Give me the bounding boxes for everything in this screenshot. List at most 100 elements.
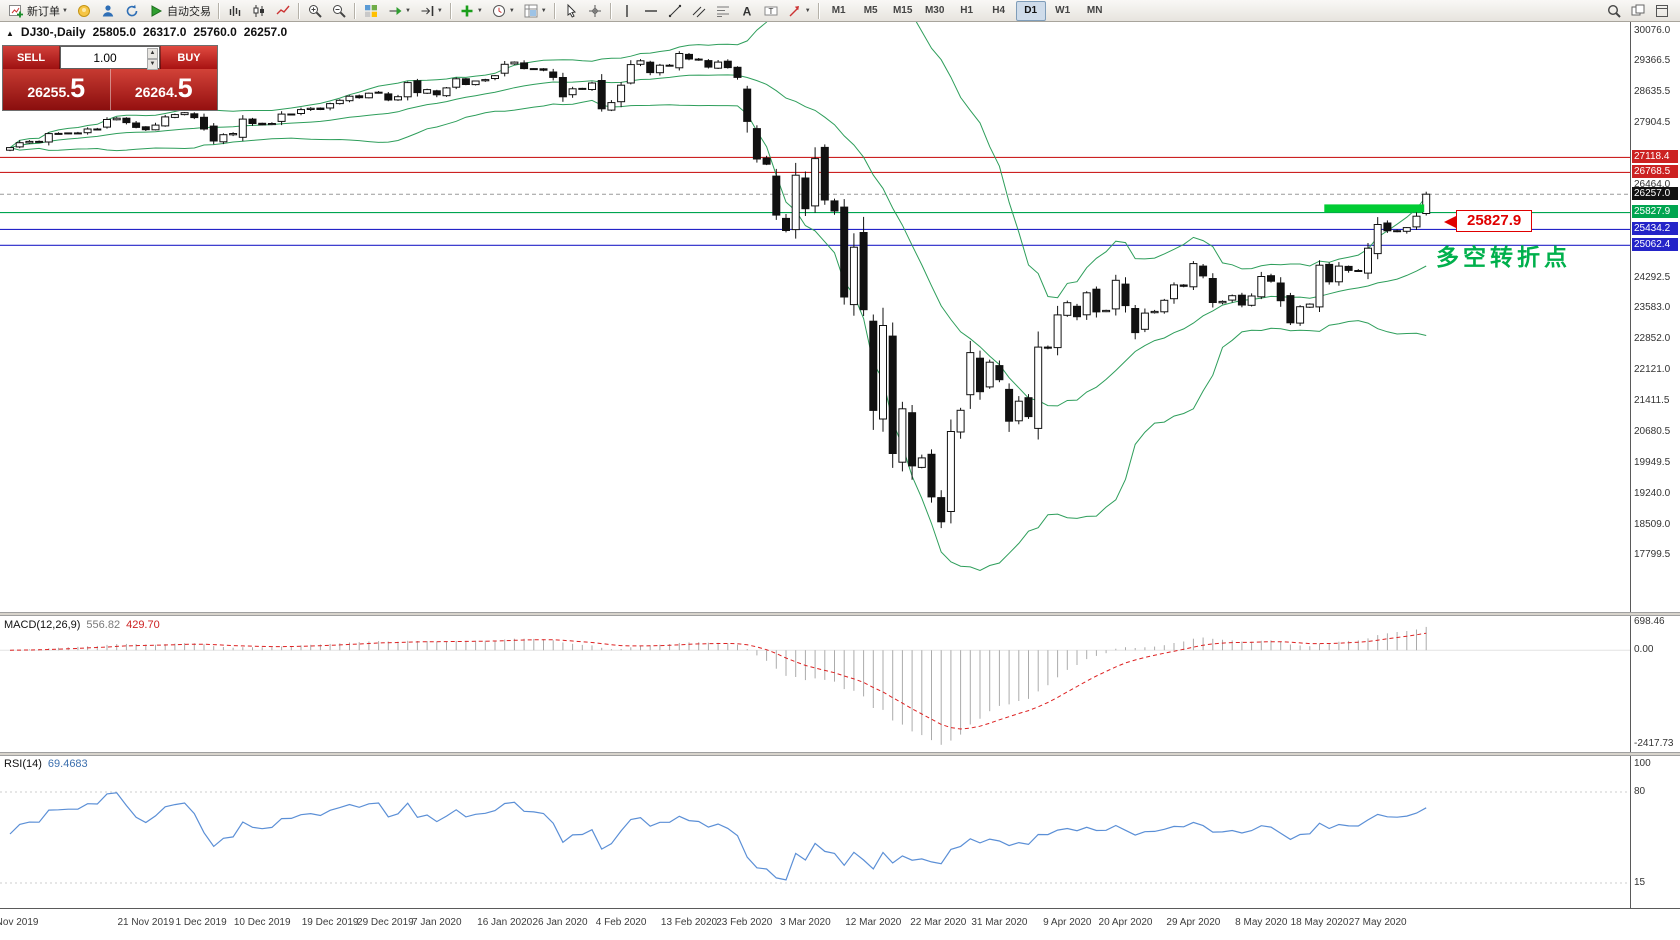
sell-price[interactable]: 26255. 5 <box>3 69 111 110</box>
rsi-panel-splitter[interactable] <box>0 752 1680 756</box>
accounts-icon <box>100 3 116 19</box>
buy-button[interactable]: BUY <box>160 46 217 69</box>
tile-windows-icon <box>363 3 379 19</box>
timeframe-m1-button[interactable]: M1 <box>831 4 846 16</box>
turning-point-text[interactable]: 多空转折点 <box>1436 244 1571 270</box>
timeframe-m15-button[interactable]: M15 <box>892 4 913 16</box>
trendline-button[interactable] <box>663 0 687 22</box>
auto-scroll-caret-icon: ▼ <box>404 7 411 14</box>
ohlc-low: 25760.0 <box>193 25 237 39</box>
callout-arrow-icon <box>1444 216 1456 228</box>
alerts-button[interactable] <box>72 0 96 22</box>
timeframe-m5-button[interactable]: M5 <box>863 4 878 16</box>
vertical-line-button[interactable] <box>615 0 639 22</box>
rsi-axis-label: 80 <box>1634 785 1646 797</box>
time-axis-label: 31 Mar 2020 <box>971 917 1028 928</box>
toolbar-separator <box>353 2 356 19</box>
auto-trading-button[interactable]: 自动交易 <box>144 0 215 22</box>
bar-chart-button[interactable] <box>223 0 247 22</box>
vertical-line-icon <box>619 3 635 19</box>
templates-button[interactable]: ▼ <box>519 0 551 22</box>
price-axis[interactable]: 30076.029366.528635.527904.527173.526464… <box>1630 22 1680 908</box>
volume-input[interactable] <box>61 49 159 66</box>
accounts-button[interactable] <box>96 0 120 22</box>
macd-axis-label: 0.00 <box>1634 643 1654 655</box>
price-level-label-blue: 25434.2 <box>1632 221 1678 235</box>
text-label-button[interactable]: T <box>759 0 783 22</box>
rsi-name: RSI(14) <box>4 758 42 770</box>
toolbar-separator <box>217 2 220 19</box>
ohlc-high: 26317.0 <box>143 25 187 39</box>
tile-windows-button[interactable] <box>359 0 383 22</box>
time-axis-label: 29 Dec 2019 <box>357 917 414 928</box>
cursor-icon <box>563 3 579 19</box>
rsi-axis-label: 100 <box>1634 757 1651 769</box>
horizontal-line-button[interactable] <box>639 0 663 22</box>
sell-button[interactable]: SELL <box>3 46 60 69</box>
auto-scroll-button[interactable]: ▼ <box>383 0 415 22</box>
toolbar: 新订单 ▼ 自动交易 ▼ ▼ ▼ ▼ ▼ A T ▼ M1 M5 M15 M30 H1 H4 D1 W1 MN <box>0 0 1680 22</box>
macd-indicator-label: MACD(12,26,9) 556.82 429.70 <box>4 619 160 631</box>
timeframe-m30-button[interactable]: M30 <box>924 4 945 16</box>
timeframe-h1-button[interactable]: H1 <box>960 4 974 16</box>
new-order-button[interactable]: 新订单 ▼ <box>4 0 72 22</box>
indicators-button[interactable]: ▼ <box>455 0 487 22</box>
time-axis-label: 12 Mar 2020 <box>845 917 902 928</box>
crosshair-button[interactable] <box>583 0 607 22</box>
cursor-button[interactable] <box>559 0 583 22</box>
time-axis-label: 3 Mar 2020 <box>780 917 831 928</box>
time-axis-label: 20 Apr 2020 <box>1098 917 1153 928</box>
collapse-trade-panel-icon[interactable]: ▲ <box>6 29 14 38</box>
equidistant-channel-button[interactable] <box>687 0 711 22</box>
timeframe-h4-button[interactable]: H4 <box>992 4 1006 16</box>
time-axis-label: 27 May 2020 <box>1348 917 1407 928</box>
chart-shift-button[interactable]: ▼ <box>415 0 447 22</box>
line-chart-button[interactable] <box>271 0 295 22</box>
price-axis-label: 22121.0 <box>1634 364 1671 376</box>
periods-button[interactable]: ▼ <box>487 0 519 22</box>
arrows-caret-icon: ▼ <box>804 7 811 14</box>
time-axis-label: 21 Nov 2019 <box>117 917 175 928</box>
price-level-label-blue: 25062.4 <box>1632 237 1678 251</box>
bar-chart-icon <box>227 3 243 19</box>
arrows-icon <box>787 3 803 19</box>
macd-name: MACD(12,26,9) <box>4 619 81 631</box>
arrows-button[interactable]: ▼ <box>783 0 815 22</box>
buy-price[interactable]: 26264. 5 <box>110 69 217 110</box>
candle-chart-button[interactable] <box>247 0 271 22</box>
search-button[interactable] <box>1602 0 1626 22</box>
volume-increase-button[interactable]: ▲ <box>147 48 158 59</box>
templates-icon <box>523 3 539 19</box>
refresh-icon <box>124 3 140 19</box>
periods-caret-icon: ▼ <box>508 7 515 14</box>
timeframe-mn-button[interactable]: MN <box>1086 4 1103 16</box>
rsi-indicator-label: RSI(14) 69.4683 <box>4 758 88 770</box>
time-axis-label: 29 Apr 2020 <box>1166 917 1221 928</box>
fullscreen-button[interactable] <box>1650 0 1674 22</box>
price-axis-label: 17799.5 <box>1634 549 1671 561</box>
crosshair-icon <box>587 3 603 19</box>
fullscreen-icon <box>1654 3 1670 19</box>
price-axis-label: 22852.0 <box>1634 333 1671 345</box>
volume-decrease-button[interactable]: ▼ <box>147 59 158 70</box>
zoom-in-icon <box>307 3 323 19</box>
macd-panel-splitter[interactable] <box>0 612 1680 616</box>
timeframe-w1-button[interactable]: W1 <box>1055 4 1071 16</box>
buy-price-big: 5 <box>177 73 193 103</box>
price-callout-label[interactable]: 25827.9 <box>1456 210 1533 232</box>
zoom-in-button[interactable] <box>303 0 327 22</box>
new-window-button[interactable] <box>1626 0 1650 22</box>
fibonacci-button[interactable] <box>711 0 735 22</box>
fibonacci-icon <box>715 3 731 19</box>
zoom-out-button[interactable] <box>327 0 351 22</box>
refresh-button[interactable] <box>120 0 144 22</box>
text-button[interactable]: A <box>735 0 759 22</box>
price-axis-label: 30076.0 <box>1634 24 1671 36</box>
time-axis-label: 2 Nov 2019 <box>0 917 39 928</box>
time-axis-label: 13 Feb 2020 <box>660 917 718 928</box>
timeframe-d1-button[interactable]: D1 <box>1015 0 1046 21</box>
one-click-trade-panel: SELL ▲ ▼ BUY 26255. 5 26264. 5 <box>2 45 218 111</box>
svg-text:A: A <box>742 4 751 18</box>
